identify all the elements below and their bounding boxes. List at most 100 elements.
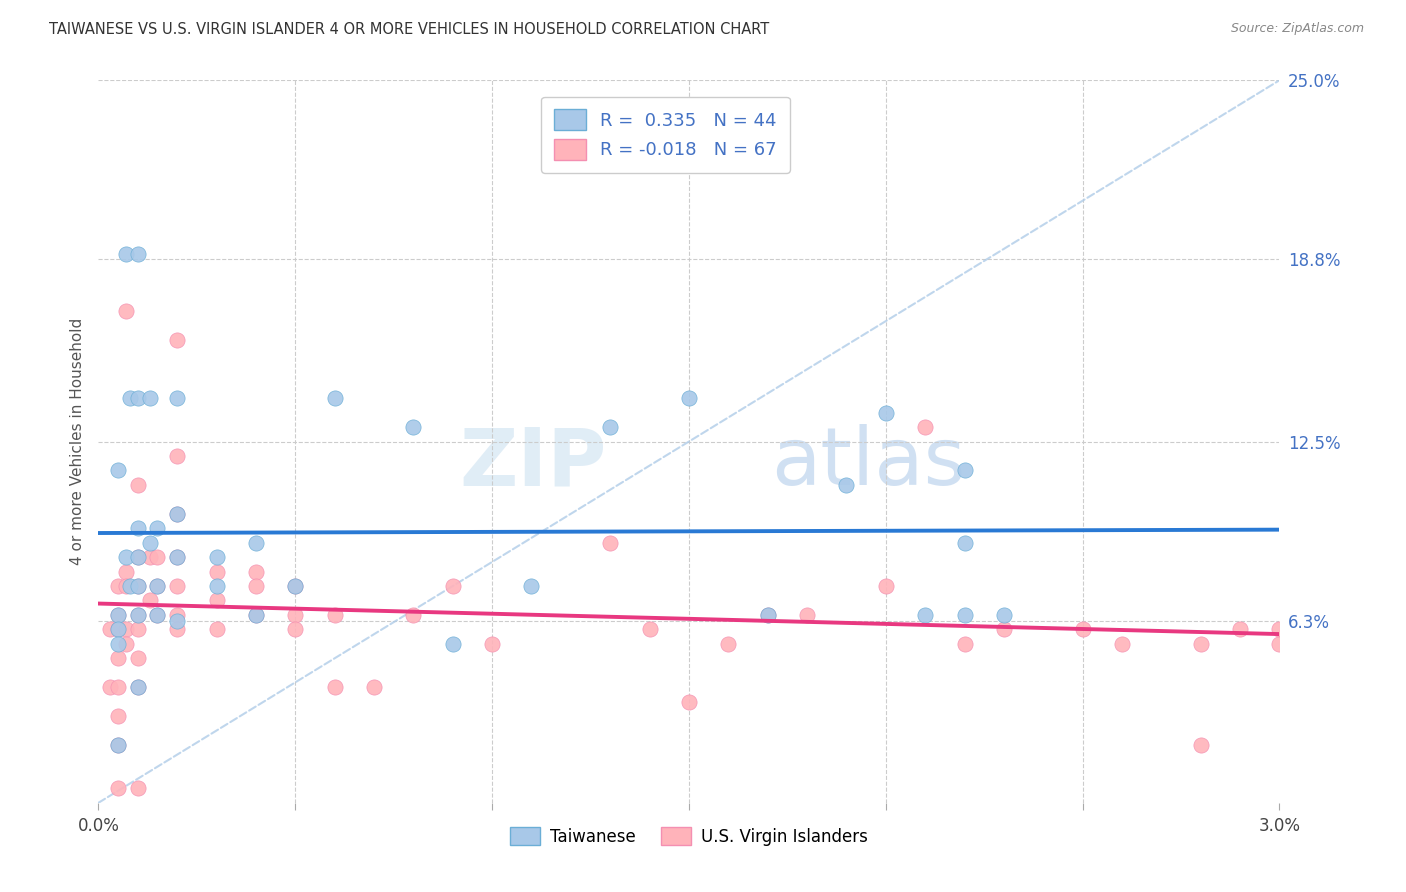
Point (205, 550, 228, 565)
Point (146, 521, 169, 535)
Point (107, 579, 129, 593)
Point (953, 535, 976, 549)
Point (284, 579, 307, 593)
Point (245, 535, 267, 549)
Point (127, 651, 149, 665)
Point (127, 680, 149, 694)
Point (107, 738, 129, 752)
Point (717, 637, 740, 651)
Point (245, 607, 267, 622)
Point (115, 579, 138, 593)
Text: Source: ZipAtlas.com: Source: ZipAtlas.com (1230, 22, 1364, 36)
Point (284, 607, 307, 622)
Point (146, 607, 169, 622)
Point (107, 463, 129, 477)
Text: atlas: atlas (772, 425, 966, 502)
Point (98, 623, 121, 637)
Point (323, 391, 346, 405)
Point (107, 623, 129, 637)
Point (245, 579, 267, 593)
Point (166, 579, 188, 593)
Point (127, 246, 149, 260)
Point (323, 607, 346, 622)
Point (127, 781, 149, 796)
Point (127, 550, 149, 565)
Point (638, 623, 661, 637)
Point (127, 607, 149, 622)
Point (953, 463, 976, 477)
Point (146, 607, 169, 622)
Point (107, 607, 129, 622)
Point (205, 579, 228, 593)
Point (914, 420, 936, 434)
Point (363, 680, 385, 694)
Point (1111, 637, 1133, 651)
Point (166, 391, 188, 405)
Point (138, 535, 160, 549)
Point (98, 680, 121, 694)
Point (166, 550, 188, 565)
Point (599, 420, 621, 434)
Point (441, 637, 464, 651)
Point (323, 680, 346, 694)
Point (107, 680, 129, 694)
Point (993, 607, 1015, 622)
Point (127, 680, 149, 694)
Point (599, 535, 621, 549)
Point (107, 781, 129, 796)
Point (953, 637, 976, 651)
Point (284, 579, 307, 593)
Point (166, 507, 188, 521)
Point (138, 593, 160, 607)
Point (1189, 637, 1212, 651)
Text: ZIP: ZIP (458, 425, 606, 502)
Point (138, 391, 160, 405)
Point (115, 565, 138, 579)
Point (481, 637, 503, 651)
Point (1268, 623, 1291, 637)
Point (166, 607, 188, 622)
Point (127, 579, 149, 593)
Y-axis label: 4 or more Vehicles in Household: 4 or more Vehicles in Household (69, 318, 84, 566)
Point (678, 695, 700, 709)
Point (441, 579, 464, 593)
Point (756, 607, 779, 622)
Point (138, 550, 160, 565)
Text: TAIWANESE VS U.S. VIRGIN ISLANDER 4 OR MORE VEHICLES IN HOUSEHOLD CORRELATION CH: TAIWANESE VS U.S. VIRGIN ISLANDER 4 OR M… (49, 22, 769, 37)
Point (115, 550, 138, 565)
Point (835, 478, 858, 492)
Point (115, 246, 138, 260)
Point (127, 579, 149, 593)
Point (756, 607, 779, 622)
Point (205, 623, 228, 637)
Point (146, 579, 169, 593)
Point (245, 565, 267, 579)
Point (115, 637, 138, 651)
Point (875, 406, 897, 420)
Point (678, 391, 700, 405)
Point (107, 637, 129, 651)
Point (107, 623, 129, 637)
Point (146, 550, 169, 565)
Point (166, 614, 188, 628)
Point (115, 304, 138, 318)
Point (1189, 738, 1212, 752)
Point (127, 391, 149, 405)
Point (284, 623, 307, 637)
Point (166, 334, 188, 348)
Point (166, 550, 188, 565)
Point (127, 521, 149, 535)
Point (953, 607, 976, 622)
Point (205, 565, 228, 579)
Point (402, 607, 425, 622)
Point (166, 449, 188, 463)
Point (520, 579, 543, 593)
Point (205, 593, 228, 607)
Point (115, 623, 138, 637)
Point (914, 607, 936, 622)
Point (166, 623, 188, 637)
Legend: Taiwanese, U.S. Virgin Islanders: Taiwanese, U.S. Virgin Islanders (503, 821, 875, 852)
Point (245, 607, 267, 622)
Point (107, 709, 129, 723)
Point (118, 579, 141, 593)
